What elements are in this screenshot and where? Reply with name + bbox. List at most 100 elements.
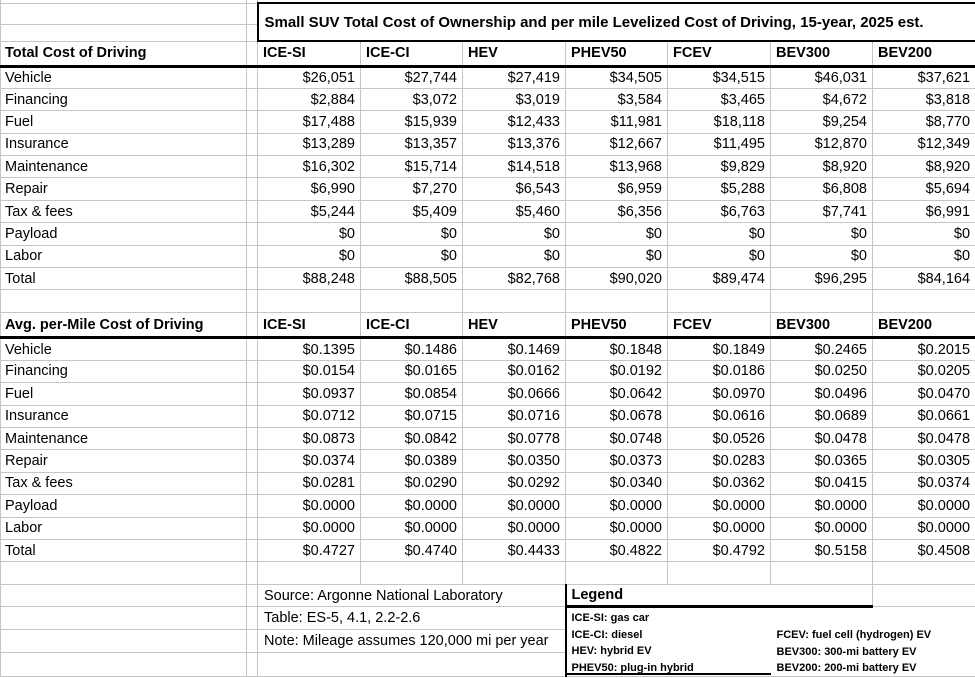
value-cell[interactable]: $84,164 — [871, 267, 975, 291]
row-label-cell[interactable]: Insurance — [0, 404, 247, 428]
column-header-cell[interactable]: ICE-CI — [360, 312, 463, 340]
value-cell[interactable]: $0.0162 — [462, 359, 566, 384]
section-header-cell[interactable]: Total Cost of Driving — [0, 40, 247, 68]
value-cell[interactable]: $0.0526 — [667, 426, 771, 451]
value-cell[interactable]: $0.0478 — [770, 426, 873, 451]
value-cell[interactable]: $8,920 — [871, 155, 975, 179]
value-cell[interactable]: $0 — [667, 222, 771, 246]
value-cell[interactable]: $0 — [871, 222, 975, 246]
value-cell[interactable]: $0.4508 — [871, 538, 975, 563]
value-cell[interactable]: $0.1486 — [360, 337, 463, 361]
value-cell[interactable]: $5,694 — [871, 177, 975, 201]
value-cell[interactable]: $88,248 — [257, 267, 361, 291]
value-cell[interactable]: $0.2465 — [770, 337, 873, 361]
column-header-cell[interactable]: HEV — [462, 40, 566, 68]
value-cell[interactable]: $4,672 — [770, 87, 873, 112]
value-cell[interactable]: $3,072 — [360, 87, 463, 112]
value-cell[interactable]: $0 — [462, 244, 566, 269]
value-cell[interactable]: $27,419 — [462, 65, 566, 89]
value-cell[interactable]: $0.4792 — [667, 538, 771, 563]
row-label-cell[interactable]: Maintenance — [0, 426, 247, 451]
column-header-cell[interactable]: PHEV50 — [565, 40, 668, 68]
value-cell[interactable]: $37,621 — [871, 65, 975, 89]
row-label-cell[interactable]: Financing — [0, 359, 247, 384]
value-cell[interactable]: $13,376 — [462, 132, 566, 157]
value-cell[interactable]: $0.0350 — [462, 449, 566, 473]
value-cell[interactable]: $0.0290 — [360, 471, 463, 496]
column-header-cell[interactable]: PHEV50 — [565, 312, 668, 340]
row-label-cell[interactable]: Maintenance — [0, 155, 247, 179]
value-cell[interactable]: $12,870 — [770, 132, 873, 157]
value-cell[interactable]: $0 — [360, 244, 463, 269]
row-label-cell[interactable]: Payload — [0, 222, 247, 246]
value-cell[interactable]: $12,433 — [462, 110, 566, 134]
value-cell[interactable]: $6,356 — [565, 199, 668, 224]
value-cell[interactable]: $15,939 — [360, 110, 463, 134]
value-cell[interactable]: $0 — [360, 222, 463, 246]
column-header-cell[interactable]: FCEV — [667, 40, 771, 68]
row-label-cell[interactable]: Total — [0, 538, 247, 563]
value-cell[interactable]: $6,959 — [565, 177, 668, 201]
value-cell[interactable]: $0.4822 — [565, 538, 668, 563]
value-cell[interactable]: $0.0283 — [667, 449, 771, 473]
row-label-cell[interactable]: Insurance — [0, 132, 247, 157]
value-cell[interactable]: $0.0000 — [257, 494, 361, 518]
row-label-cell[interactable]: Repair — [0, 449, 247, 473]
value-cell[interactable]: $12,667 — [565, 132, 668, 157]
value-cell[interactable]: $90,020 — [565, 267, 668, 291]
column-header-cell[interactable]: ICE-CI — [360, 40, 463, 68]
value-cell[interactable]: $0.0854 — [360, 382, 463, 406]
value-cell[interactable]: $0 — [462, 222, 566, 246]
value-cell[interactable]: $0.1849 — [667, 337, 771, 361]
value-cell[interactable]: $0.0778 — [462, 426, 566, 451]
value-cell[interactable]: $3,584 — [565, 87, 668, 112]
row-label-cell[interactable]: Tax & fees — [0, 471, 247, 496]
value-cell[interactable]: $0.0305 — [871, 449, 975, 473]
value-cell[interactable]: $0 — [565, 244, 668, 269]
value-cell[interactable]: $0.0389 — [360, 449, 463, 473]
value-cell[interactable]: $6,808 — [770, 177, 873, 201]
value-cell[interactable]: $16,302 — [257, 155, 361, 179]
value-cell[interactable]: $0.0000 — [871, 494, 975, 518]
value-cell[interactable]: $0.0470 — [871, 382, 975, 406]
value-cell[interactable]: $0 — [257, 244, 361, 269]
value-cell[interactable]: $0.0937 — [257, 382, 361, 406]
column-header-cell[interactable]: BEV200 — [871, 40, 975, 68]
value-cell[interactable]: $0.0666 — [462, 382, 566, 406]
value-cell[interactable]: $0.0000 — [257, 516, 361, 540]
value-cell[interactable]: $6,990 — [257, 177, 361, 201]
value-cell[interactable]: $0.0748 — [565, 426, 668, 451]
row-label-cell[interactable]: Labor — [0, 516, 247, 540]
value-cell[interactable]: $0.0165 — [360, 359, 463, 384]
column-header-cell[interactable]: HEV — [462, 312, 566, 340]
value-cell[interactable]: $0.0000 — [871, 516, 975, 540]
value-cell[interactable]: $6,543 — [462, 177, 566, 201]
row-label-cell[interactable]: Fuel — [0, 382, 247, 406]
value-cell[interactable]: $5,409 — [360, 199, 463, 224]
note-cell[interactable]: Note: Mileage assumes 120,000 mi per yea… — [257, 629, 566, 654]
value-cell[interactable]: $18,118 — [667, 110, 771, 134]
value-cell[interactable]: $0.4740 — [360, 538, 463, 563]
value-cell[interactable]: $0.0642 — [565, 382, 668, 406]
value-cell[interactable]: $34,515 — [667, 65, 771, 89]
value-cell[interactable]: $0 — [770, 244, 873, 269]
value-cell[interactable]: $27,744 — [360, 65, 463, 89]
column-header-cell[interactable]: BEV200 — [871, 312, 975, 340]
value-cell[interactable]: $0.2015 — [871, 337, 975, 361]
value-cell[interactable]: $46,031 — [770, 65, 873, 89]
value-cell[interactable]: $0.0374 — [257, 449, 361, 473]
value-cell[interactable]: $0.0712 — [257, 404, 361, 428]
value-cell[interactable]: $3,465 — [667, 87, 771, 112]
value-cell[interactable]: $0.0192 — [565, 359, 668, 384]
value-cell[interactable]: $0.0340 — [565, 471, 668, 496]
value-cell[interactable]: $0.0373 — [565, 449, 668, 473]
row-label-cell[interactable]: Tax & fees — [0, 199, 247, 224]
value-cell[interactable]: $0.0716 — [462, 404, 566, 428]
column-header-cell[interactable]: ICE-SI — [257, 312, 361, 340]
value-cell[interactable]: $0.0496 — [770, 382, 873, 406]
column-header-cell[interactable]: BEV300 — [770, 312, 873, 340]
value-cell[interactable]: $88,505 — [360, 267, 463, 291]
value-cell[interactable]: $89,474 — [667, 267, 771, 291]
value-cell[interactable]: $6,763 — [667, 199, 771, 224]
value-cell[interactable]: $34,505 — [565, 65, 668, 89]
